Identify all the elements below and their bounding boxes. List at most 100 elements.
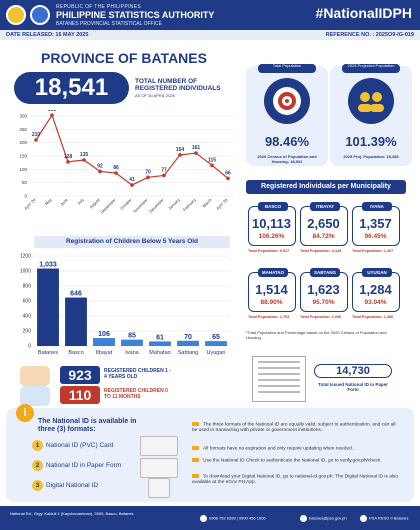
y-tick-label: 0: [28, 344, 31, 350]
projected-kpi-card: 2025 Projected Population 101.39% 2025 P…: [330, 63, 412, 166]
municipality-name: BASCO: [258, 202, 288, 211]
kids-icon: [20, 366, 50, 386]
kpi-caption: 2025 Projected Population: [342, 63, 400, 73]
data-point: [50, 113, 54, 117]
total-registered-value: 18,541: [14, 72, 129, 104]
children-registration-bar-chart: 0 200 400 600 800 1000 1200 1,033 Batanes 646 Basc…: [20, 254, 230, 356]
municipality-header: Registered Individuals per Municipality: [246, 180, 406, 194]
format-item-digital: 3 Digital National ID: [32, 480, 132, 492]
data-label: 115: [208, 157, 216, 163]
format-label: Digital National ID: [46, 482, 99, 489]
projected-note: 2025 Proj. Population: 18,286: [343, 154, 399, 159]
header-bar: REPUBLIC OF THE PHILIPPINES PHILIPPINE S…: [0, 0, 420, 30]
format-note: To download your Digital National ID, go…: [192, 474, 399, 486]
municipality-value: 1,514: [255, 282, 288, 297]
total-registered-label: TOTAL NUMBER OF REGISTERED INDIVIDUALS: [135, 78, 221, 92]
bar: [205, 341, 227, 346]
x-tick-label: October: [119, 197, 133, 211]
bar-value-label: 65: [212, 334, 220, 341]
x-tick-label: April '25: [215, 197, 229, 211]
bar-value-label: 646: [70, 291, 82, 298]
data-label: 128: [64, 154, 73, 160]
x-tick-label: December: [148, 197, 165, 214]
municipality-value: 1,284: [359, 282, 392, 297]
x-tick-label: May: [44, 197, 53, 206]
release-date: DATE RELEASED: 16 MAY 2025: [6, 32, 89, 38]
footer-address: National Rd., Brgy. Kaiduli 1 (Kayvhonan…: [10, 511, 134, 516]
facebook-icon: [360, 515, 367, 522]
y-tick-label: 200: [19, 140, 27, 145]
province-title: PROVINCE OF BATANES: [41, 50, 207, 66]
bar: [65, 297, 87, 346]
footer-bar: National Rd., Brgy. Kaiduli 1 (Kayvhonan…: [0, 506, 420, 530]
x-tick-label: Uyugan: [207, 350, 226, 356]
data-point: [226, 176, 230, 181]
footer-phone: 0908 752 9289 | 0990 456 1606: [200, 515, 266, 522]
formats-panel: i The National ID is available in three …: [6, 404, 414, 502]
children-1-4-label: REGISTERED CHILDREN 1 - 4 YEARS OLD: [104, 368, 171, 380]
data-point: [194, 151, 198, 155]
x-tick-label: Basco: [68, 350, 83, 356]
y-tick-label: 1200: [20, 254, 31, 260]
paper-id-label: Total Issued National ID in Paper Form: [318, 382, 388, 392]
kpi-caption: Total Population: [258, 63, 316, 73]
bar: [121, 339, 143, 346]
data-point: [210, 163, 214, 168]
bar: [93, 338, 115, 346]
municipality-value: 1,357: [359, 216, 392, 231]
format-note: All formats have no expiration and only …: [192, 446, 402, 452]
bar-value-label: 61: [156, 334, 164, 341]
format-item-paper: 2 National ID in Paper Form: [32, 460, 132, 472]
bar-value-label: 106: [98, 331, 110, 338]
municipality-card: SABTANG 1,623 95.70%: [300, 268, 348, 312]
bar: [149, 341, 171, 346]
children-1-4-value: 923: [60, 366, 100, 384]
municipality-total: Total Population: 1,407: [352, 249, 394, 253]
municipality-card: IVANA 1,357 96.45%: [352, 202, 400, 246]
y-tick-label: 600: [23, 299, 32, 305]
as-of-label: AS OF 30 APRIL 2025: [135, 93, 175, 98]
municipality-total: Total Population: 1,380: [352, 315, 394, 319]
x-tick-label: Batanes: [38, 350, 58, 356]
bar: [37, 268, 59, 346]
y-tick-label: 300: [19, 114, 27, 119]
phone-digital-id-image: [148, 478, 170, 498]
x-tick-label: Sabtang: [178, 350, 199, 356]
release-bar: DATE RELEASED: 16 MAY 2025 REFERENCE NO.…: [0, 30, 420, 40]
municipality-footnote: *Total Population and Percentage based o…: [246, 330, 387, 340]
data-point: [82, 158, 86, 162]
format-item-pvc: 1 National ID (PVC) Card: [32, 440, 132, 452]
pvc-card-image: [140, 436, 178, 456]
reference-number: REFERENCE NO. : 2025O9-IG-019: [325, 32, 414, 38]
municipality-value: 10,113: [251, 216, 292, 231]
municipality-pct: 106.26%: [258, 233, 285, 240]
bar-value-label: 85: [128, 333, 136, 340]
projected-coverage-pct: 101.39%: [345, 134, 397, 149]
y-tick-label: 200: [23, 329, 32, 335]
municipality-value: 2,650: [307, 216, 340, 231]
y-tick-label: 150: [19, 154, 27, 159]
baby-icon: [20, 386, 50, 406]
municipality-name: SABTANG: [310, 268, 340, 277]
format-number: 1: [32, 440, 43, 451]
monthly-registration-line-chart: 0 50 100 150 200 250 300 210 April '24 303 May 128 J…: [19, 110, 234, 215]
x-tick-label: April '24: [23, 197, 37, 211]
data-label: 135: [80, 152, 89, 158]
municipality-value: 1,623: [307, 282, 340, 297]
format-label: National ID (PVC) Card: [46, 442, 114, 449]
data-label: 41: [129, 177, 135, 183]
format-number: 2: [32, 460, 43, 471]
data-label: 210: [32, 132, 41, 138]
population-coverage-pct: 98.46%: [264, 134, 310, 149]
bar: [177, 340, 199, 346]
data-point: [34, 138, 38, 142]
data-point: [146, 175, 150, 180]
data-point: [114, 171, 118, 175]
municipality-total: Total Population: 3,128: [300, 249, 342, 253]
municipality-total: Total Population: 9,517: [248, 249, 290, 253]
x-tick-label: March: [201, 197, 212, 208]
data-point: [130, 183, 134, 187]
municipality-name: IVANA: [362, 202, 392, 211]
x-tick-label: Ivana: [125, 350, 139, 356]
municipality-total: Total Population: 1,696: [300, 315, 342, 319]
